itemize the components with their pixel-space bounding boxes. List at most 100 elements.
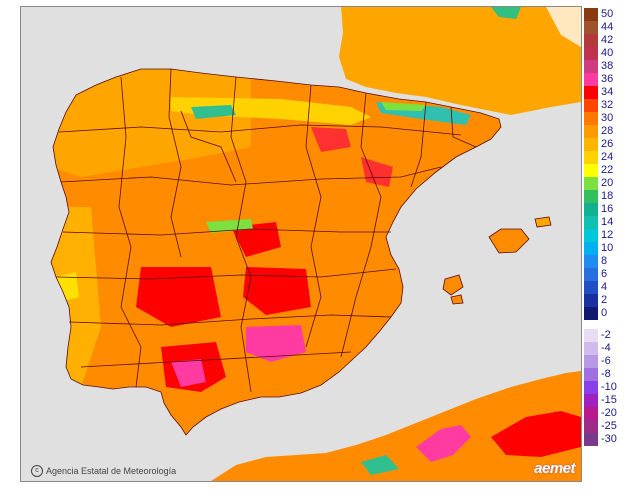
north-africa-area [211, 371, 581, 481]
legend-swatch [584, 407, 598, 420]
legend-label: 16 [601, 203, 614, 215]
legend-item: -30 [584, 433, 630, 446]
legend-swatch [584, 394, 598, 407]
legend-swatch [584, 368, 598, 381]
credit-label: c Agencia Estatal de Meteorología [31, 465, 176, 477]
legend-item: 42 [584, 34, 630, 47]
legend-item: -6 [584, 355, 630, 368]
legend-label: 34 [601, 86, 614, 98]
africa-very-hot-zone [416, 425, 471, 462]
legend-label: 12 [601, 229, 614, 241]
copyright-icon: c [31, 465, 43, 477]
legend-item: 36 [584, 73, 630, 86]
africa-cool-spot [361, 455, 399, 475]
legend-swatch [584, 433, 598, 446]
legend-label: 24 [601, 151, 614, 163]
legend-label: 0 [601, 307, 608, 319]
africa-hot-zone [491, 411, 581, 457]
legend-item: -8 [584, 368, 630, 381]
ibiza [442, 274, 464, 296]
legend-swatch [584, 381, 598, 394]
legend-swatch [584, 355, 598, 368]
legend-swatch [584, 125, 598, 138]
legend-swatch [584, 216, 598, 229]
legend-label: 38 [601, 60, 614, 72]
legend-item: 44 [584, 21, 630, 34]
legend-label: -30 [601, 433, 617, 445]
legend-label: 44 [601, 21, 614, 33]
legend-item: 24 [584, 151, 630, 164]
legend-label: 14 [601, 216, 614, 228]
aemet-logo: aemet [534, 460, 575, 477]
legend-item: 28 [584, 125, 630, 138]
legend-swatch [584, 86, 598, 99]
legend-label: 20 [601, 177, 614, 189]
legend-item: 14 [584, 216, 630, 229]
legend-item: 26 [584, 138, 630, 151]
menorca [534, 216, 552, 228]
legend-label: 32 [601, 99, 614, 111]
legend-swatch [584, 164, 598, 177]
legend-item: 38 [584, 60, 630, 73]
legend-label: 6 [601, 268, 608, 280]
legend-item: -25 [584, 420, 630, 433]
legend-swatch [584, 177, 598, 190]
legend-label: 26 [601, 138, 614, 150]
legend-swatch [584, 8, 598, 21]
legend-label: 50 [601, 8, 614, 20]
alps-cool-spot [491, 7, 521, 19]
legend-label: 18 [601, 190, 614, 202]
legend-label: 10 [601, 242, 614, 254]
legend-label: 8 [601, 255, 608, 267]
legend-item: 30 [584, 112, 630, 125]
france-area [339, 7, 581, 115]
legend-item: 0 [584, 307, 630, 320]
legend-label: 30 [601, 112, 614, 124]
legend-swatch [584, 281, 598, 294]
legend-item: 8 [584, 255, 630, 268]
legend-swatch [584, 99, 598, 112]
temperature-map: c Agencia Estatal de Meteorología aemet [20, 6, 582, 482]
color-legend: 50 44 42 40 38 36 34 32 30 28 26 24 22 20 18 16 14 12 10 8 6… [584, 8, 630, 496]
legend-label: 4 [601, 281, 608, 293]
france-unshaded-area [546, 7, 581, 47]
legend-item: 22 [584, 164, 630, 177]
legend-item: -4 [584, 342, 630, 355]
formentera [450, 294, 464, 305]
legend-label: 42 [601, 34, 614, 46]
legend-label: -6 [601, 355, 611, 367]
legend-label: 2 [601, 294, 608, 306]
legend-swatch [584, 47, 598, 60]
legend-item: 18 [584, 190, 630, 203]
legend-item: -15 [584, 394, 630, 407]
legend-label: 22 [601, 164, 614, 176]
map-graphic [21, 7, 581, 481]
legend-label: -15 [601, 394, 617, 406]
legend-swatch [584, 229, 598, 242]
legend-label: 40 [601, 47, 614, 59]
legend-item: -20 [584, 407, 630, 420]
credit-text: Agencia Estatal de Meteorología [46, 466, 177, 476]
legend-item: 2 [584, 294, 630, 307]
legend-swatch [584, 329, 598, 342]
legend-item: 6 [584, 268, 630, 281]
legend-item: 32 [584, 99, 630, 112]
legend-label: 28 [601, 125, 614, 137]
legend-swatch [584, 268, 598, 281]
legend-item: -2 [584, 329, 630, 342]
legend-swatch [584, 112, 598, 125]
legend-item: 4 [584, 281, 630, 294]
legend-swatch [584, 73, 598, 86]
mallorca [488, 228, 530, 254]
legend-swatch [584, 242, 598, 255]
legend-item: -10 [584, 381, 630, 394]
legend-label: 36 [601, 73, 614, 85]
legend-swatch [584, 151, 598, 164]
legend-item: 10 [584, 242, 630, 255]
legend-item: 16 [584, 203, 630, 216]
legend-swatch [584, 21, 598, 34]
legend-swatch [584, 34, 598, 47]
legend-swatch [584, 203, 598, 216]
legend-label: -25 [601, 420, 617, 432]
legend-swatch [584, 190, 598, 203]
